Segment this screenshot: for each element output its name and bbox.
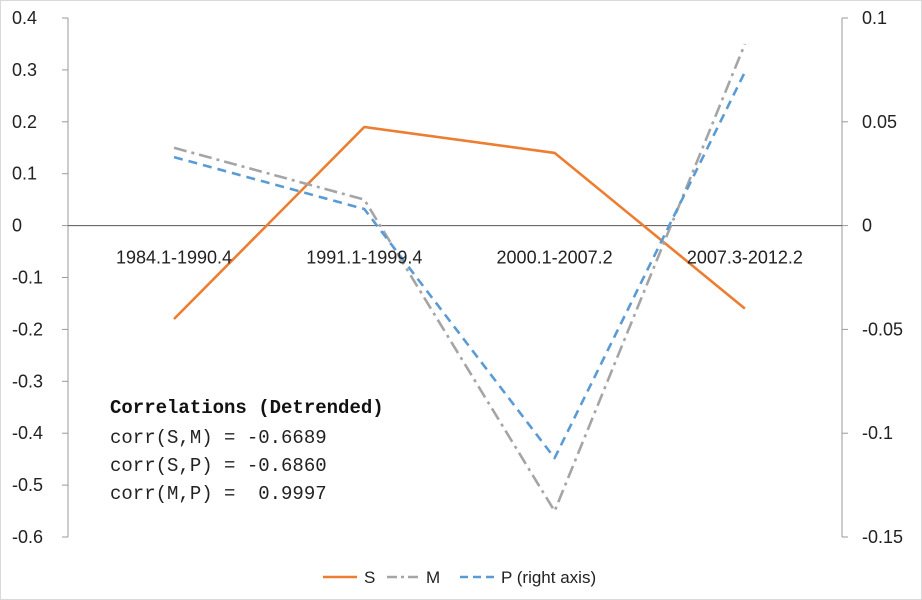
left-axis-tick-label: -0.2 <box>12 319 43 339</box>
category-label: 1984.1-1990.4 <box>116 248 232 268</box>
left-axis-tick-label: -0.4 <box>12 423 43 443</box>
right-axis-tick-label: 0.05 <box>862 112 897 132</box>
legend-label: S <box>364 568 375 587</box>
category-label: 2007.3-2012.2 <box>687 248 803 268</box>
correlations-annotation: Correlations (Detrended) corr(S,M) = -0.6… <box>110 397 384 505</box>
left-axis-tick-label: -0.3 <box>12 371 43 391</box>
category-label: 2000.1-2007.2 <box>497 248 613 268</box>
left-axis-tick-label: 0.4 <box>12 8 37 28</box>
category-label: 1991.1-1999.4 <box>306 248 422 268</box>
annotation-line: corr(S,P) = -0.6860 <box>110 455 327 477</box>
left-axis-tick-label: 0.3 <box>12 60 37 80</box>
left-axis-tick-label: -0.5 <box>12 475 43 495</box>
right-axis-tick-label: 0 <box>862 216 872 236</box>
labels-layer: 0.4 0.3 0.2 0.1 0 -0.1 -0.2 -0.3 -0.4 -0.5 -0.6 0.1… <box>12 8 903 547</box>
annotation-line: corr(S,M) = -0.6689 <box>110 427 327 449</box>
right-axis-tick-label: 0.1 <box>862 8 887 28</box>
left-axis-tick-label: 0.2 <box>12 112 37 132</box>
legend-label: P (right axis) <box>501 568 596 587</box>
legend: S M P (right axis) <box>323 568 596 587</box>
legend-label: M <box>426 568 440 587</box>
left-axis-tick-label: -0.1 <box>12 268 43 288</box>
right-axis-tick-label: -0.15 <box>862 527 903 547</box>
series-line-m <box>173 43 747 513</box>
right-axis-tick-label: -0.1 <box>862 423 893 443</box>
series-line-s <box>173 125 746 320</box>
left-axis-tick-label: 0 <box>12 216 22 236</box>
left-axis-tick-label: 0.1 <box>12 164 37 184</box>
series-layer <box>173 43 747 513</box>
annotation-line: corr(M,P) = 0.9997 <box>110 483 327 505</box>
right-axis-tick-label: -0.05 <box>862 319 903 339</box>
left-axis-tick-label: -0.6 <box>12 527 43 547</box>
annotation-title: Correlations (Detrended) <box>110 397 384 419</box>
series-line-p <box>173 71 747 460</box>
